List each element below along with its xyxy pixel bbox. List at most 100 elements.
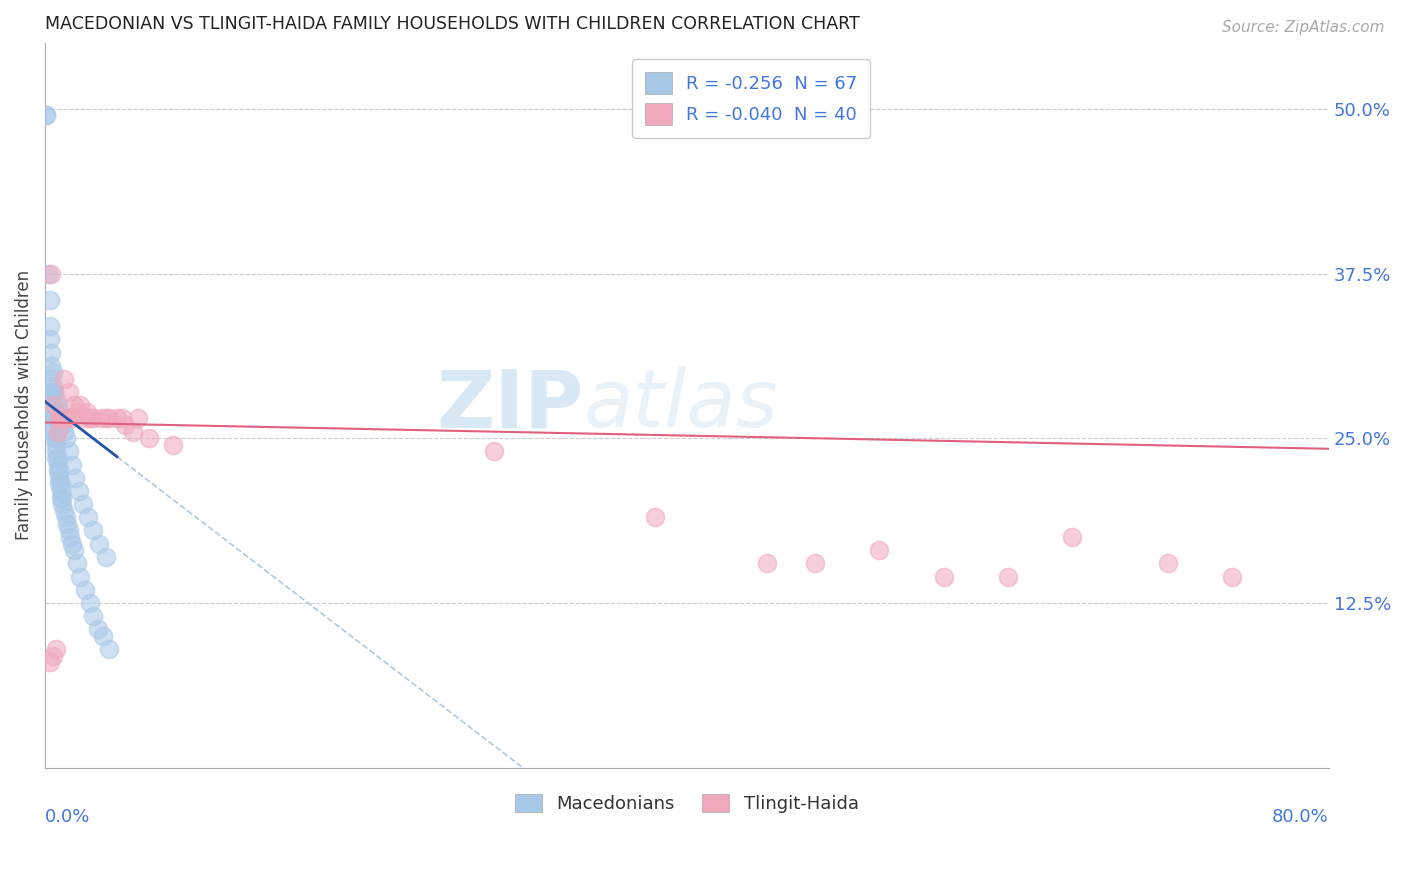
Point bbox=[868, 543, 890, 558]
Point bbox=[53, 504, 76, 518]
Point bbox=[48, 411, 70, 425]
Point bbox=[53, 425, 76, 439]
Point bbox=[56, 411, 79, 425]
Point bbox=[42, 385, 65, 400]
Point bbox=[66, 405, 89, 419]
Point bbox=[49, 411, 72, 425]
Point bbox=[73, 411, 96, 425]
Point bbox=[90, 411, 112, 425]
Point bbox=[89, 536, 111, 550]
Legend: R = -0.256  N = 67, R = -0.040  N = 40: R = -0.256 N = 67, R = -0.040 N = 40 bbox=[631, 59, 870, 137]
Text: Source: ZipAtlas.com: Source: ZipAtlas.com bbox=[1222, 20, 1385, 35]
Point bbox=[46, 425, 69, 439]
Point bbox=[482, 444, 505, 458]
Point bbox=[94, 411, 117, 425]
Text: MACEDONIAN VS TLINGIT-HAIDA FAMILY HOUSEHOLDS WITH CHILDREN CORRELATION CHART: MACEDONIAN VS TLINGIT-HAIDA FAMILY HOUSE… bbox=[45, 15, 859, 33]
Point bbox=[804, 557, 827, 571]
Point bbox=[42, 398, 65, 412]
Point bbox=[60, 458, 83, 472]
Point bbox=[38, 655, 60, 669]
Point bbox=[44, 425, 66, 439]
Text: ZIP: ZIP bbox=[437, 367, 583, 444]
Point bbox=[38, 319, 60, 334]
Point bbox=[45, 444, 67, 458]
Point bbox=[98, 411, 121, 425]
Point bbox=[35, 108, 58, 122]
Point bbox=[72, 497, 94, 511]
Point bbox=[45, 431, 67, 445]
Point bbox=[38, 293, 60, 307]
Point bbox=[62, 543, 84, 558]
Point bbox=[46, 458, 69, 472]
Point bbox=[69, 569, 91, 583]
Point bbox=[48, 405, 70, 419]
Text: 80.0%: 80.0% bbox=[1272, 807, 1329, 826]
Point bbox=[45, 392, 67, 406]
Point bbox=[44, 398, 66, 412]
Point bbox=[76, 405, 98, 419]
Point bbox=[53, 372, 76, 386]
Point bbox=[38, 332, 60, 346]
Point bbox=[58, 385, 80, 400]
Point bbox=[127, 411, 149, 425]
Point bbox=[44, 411, 66, 425]
Point bbox=[49, 483, 72, 498]
Point bbox=[39, 372, 62, 386]
Point bbox=[39, 267, 62, 281]
Point bbox=[51, 497, 73, 511]
Point bbox=[48, 471, 70, 485]
Point bbox=[105, 411, 128, 425]
Point bbox=[49, 477, 72, 491]
Point bbox=[756, 557, 779, 571]
Point bbox=[122, 425, 145, 439]
Point bbox=[58, 444, 80, 458]
Point bbox=[39, 345, 62, 359]
Point bbox=[138, 431, 160, 445]
Point bbox=[45, 438, 67, 452]
Y-axis label: Family Households with Children: Family Households with Children bbox=[15, 270, 32, 541]
Point bbox=[60, 536, 83, 550]
Point bbox=[932, 569, 955, 583]
Point bbox=[35, 108, 58, 122]
Point bbox=[45, 450, 67, 465]
Point bbox=[48, 477, 70, 491]
Point bbox=[1157, 557, 1180, 571]
Point bbox=[49, 491, 72, 505]
Point bbox=[44, 431, 66, 445]
Point bbox=[111, 411, 134, 425]
Point bbox=[1060, 530, 1083, 544]
Point bbox=[46, 464, 69, 478]
Point bbox=[79, 411, 101, 425]
Point bbox=[51, 418, 73, 433]
Point bbox=[73, 582, 96, 597]
Point bbox=[62, 398, 84, 412]
Point bbox=[37, 267, 59, 281]
Point bbox=[87, 623, 110, 637]
Point bbox=[42, 378, 65, 392]
Point bbox=[98, 642, 121, 657]
Point bbox=[66, 557, 89, 571]
Point bbox=[44, 385, 66, 400]
Point bbox=[644, 510, 666, 524]
Point bbox=[60, 411, 83, 425]
Point bbox=[46, 398, 69, 412]
Text: 0.0%: 0.0% bbox=[45, 807, 90, 826]
Point bbox=[58, 524, 80, 538]
Point bbox=[997, 569, 1019, 583]
Point bbox=[94, 549, 117, 564]
Point bbox=[42, 405, 65, 419]
Point bbox=[77, 510, 100, 524]
Point bbox=[82, 411, 104, 425]
Point bbox=[56, 516, 79, 531]
Point bbox=[79, 596, 101, 610]
Point bbox=[114, 418, 136, 433]
Point bbox=[44, 418, 66, 433]
Point bbox=[162, 438, 184, 452]
Point bbox=[65, 471, 87, 485]
Point bbox=[39, 385, 62, 400]
Point bbox=[91, 629, 114, 643]
Point bbox=[82, 524, 104, 538]
Point bbox=[42, 411, 65, 425]
Point bbox=[82, 609, 104, 624]
Point bbox=[45, 642, 67, 657]
